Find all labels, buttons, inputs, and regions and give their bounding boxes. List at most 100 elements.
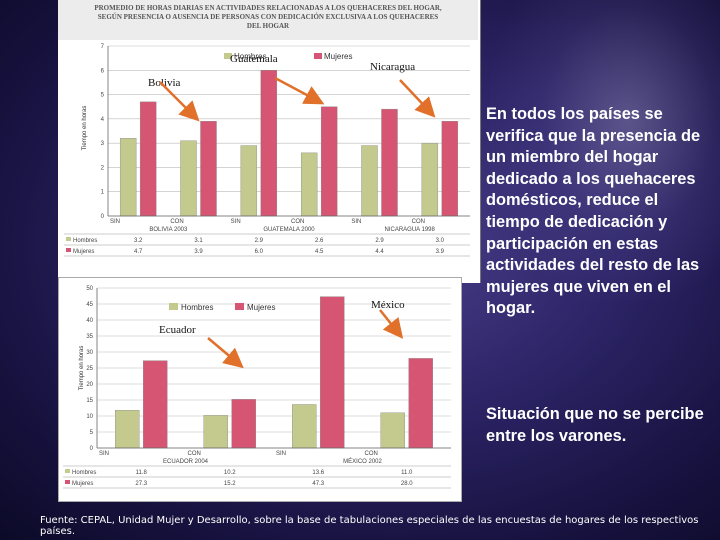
chart1-axis: 0 1 2 3 4 5 6 7 SIN CON SIN CON SIN CON BOLIVIA 2003 GU… (101, 44, 470, 233)
x-group-label: BOLIVIA 2003 (149, 227, 188, 233)
chart1-title-line-2: SEGÚN PRESENCIA O AUSENCIA DE PERSONAS C… (98, 13, 439, 21)
bar-hombres (180, 140, 197, 217)
table-cell: 3.0 (436, 238, 445, 244)
x-category-label: SIN (110, 219, 120, 225)
secondary-text: Situación que no se percibe entre los va… (486, 405, 704, 445)
main-text: En todos los países se verifica que la p… (486, 105, 701, 318)
legend2-hombres-swatch (169, 303, 178, 310)
background-figure (490, 0, 720, 300)
table-cell: 3.2 (134, 238, 143, 244)
x-category-label: CON (365, 451, 378, 457)
y-tick-label: 25 (86, 366, 93, 372)
legend-mujeres-label: Mujeres (324, 52, 352, 61)
table-cell: 4.7 (134, 249, 143, 255)
legend2-mujeres-swatch (235, 303, 244, 310)
legend2-hombres-label: Hombres (181, 303, 213, 312)
label-ecuador: Ecuador (159, 324, 196, 336)
label-bolivia: Bolivia (148, 77, 181, 89)
source-note: Fuente: CEPAL, Unidad Mujer y Desarrollo… (40, 515, 699, 537)
chart2-bars (115, 296, 433, 449)
x-group-label: MÉXICO 2002 (343, 458, 382, 465)
y-tick-label: 6 (101, 68, 105, 74)
y-tick-label: 45 (86, 302, 93, 308)
chart-panel-1: PROMEDIO DE HORAS DIARIAS EN ACTIVIDADES… (58, 0, 481, 283)
table-cell: 2.9 (255, 238, 264, 244)
chart1-title-line-3: DEL HOGAR (247, 22, 290, 30)
y-tick-label: 2 (101, 165, 105, 171)
table-cell: 11.0 (401, 470, 413, 476)
table-cell: 15.2 (224, 481, 236, 487)
legend-mujeres-swatch (314, 53, 322, 59)
y-tick-label: 3 (101, 141, 105, 147)
chart2-data-table: Hombres 11.8 10.2 13.6 11.0 Mujeres 27.3 15.2 47… (63, 465, 451, 489)
y-tick-label: 50 (86, 286, 93, 292)
table-cell: 4.4 (375, 249, 384, 255)
x-category-label: SIN (231, 219, 241, 225)
bar-hombres (119, 138, 137, 217)
bar-mujeres (320, 106, 338, 217)
x-category-label: CON (291, 219, 304, 225)
label-guatemala: Guatemala (230, 53, 278, 65)
bar-mujeres (441, 121, 459, 217)
y-tick-label: 0 (90, 446, 94, 452)
label-nicaragua: Nicaragua (370, 61, 415, 73)
chart1-title-line-1: PROMEDIO DE HORAS DIARIAS EN ACTIVIDADES… (94, 4, 442, 12)
chart2-ylabel: Tiempo en horas (79, 346, 85, 391)
legend2-mujeres-label: Mujeres (247, 303, 275, 312)
label-mexico: México (371, 299, 405, 311)
table-row-label: Mujeres (72, 481, 93, 487)
bar-mujeres (320, 296, 345, 449)
bar-hombres (203, 415, 228, 449)
chart1-title-band (58, 0, 478, 40)
table-row-swatch (66, 237, 71, 241)
table-cell: 27.3 (135, 481, 147, 487)
table-row-swatch (65, 469, 70, 473)
bar-hombres (361, 145, 378, 217)
y-tick-label: 35 (86, 334, 93, 340)
table-cell: 10.2 (224, 470, 236, 476)
table-row-label: Hombres (72, 470, 96, 476)
x-category-label: CON (170, 219, 183, 225)
bar-mujeres (139, 101, 157, 217)
x-group-label: GUATEMALA 2000 (263, 227, 315, 233)
bar-mujeres (143, 360, 168, 449)
table-row-label: Mujeres (73, 249, 94, 255)
bar-mujeres (381, 108, 398, 217)
y-tick-label: 7 (101, 44, 105, 50)
chart1-legend: Hombres Mujeres (224, 52, 352, 61)
y-tick-label: 10 (86, 414, 93, 420)
legend-hombres-swatch (224, 53, 232, 59)
y-tick-label: 30 (86, 350, 93, 356)
table-cell: 2.9 (375, 238, 384, 244)
chart1-ylabel: Tiempo en horas (82, 106, 88, 151)
y-tick-label: 40 (86, 318, 93, 324)
x-category-label: SIN (99, 451, 109, 457)
x-category-label: SIN (351, 219, 361, 225)
x-category-label: CON (188, 451, 201, 457)
bar-mujeres (408, 358, 433, 449)
table-cell: 4.5 (315, 249, 324, 255)
bar-mujeres (200, 121, 217, 217)
bar-mujeres (231, 399, 256, 449)
chart1-data-table: Hombres 3.2 3.1 2.9 2.6 2.9 3.0 Mujeres 4.7 3.9 6.… (64, 233, 470, 257)
table-cell: 3.9 (194, 249, 203, 255)
bar-hombres (421, 142, 439, 217)
y-tick-label: 5 (101, 93, 105, 99)
table-cell: 6.0 (255, 249, 264, 255)
chart1-grid (108, 45, 470, 217)
bar-hombres (292, 404, 317, 449)
y-tick-label: 4 (101, 117, 105, 123)
table-cell: 13.6 (312, 470, 324, 476)
x-category-label: SIN (276, 451, 286, 457)
bar-mujeres (260, 70, 278, 217)
table-row-label: Hombres (73, 238, 97, 244)
y-tick-label: 15 (86, 398, 93, 404)
bar-hombres (240, 145, 258, 217)
legend-hombres-label: Hombres (234, 52, 266, 61)
table-cell: 47.3 (312, 481, 324, 487)
x-group-label: NICARAGUA 1998 (384, 227, 435, 233)
table-cell: 28.0 (401, 481, 413, 487)
y-tick-label: 5 (90, 430, 94, 436)
table-cell: 3.9 (436, 249, 445, 255)
y-tick-label: 20 (86, 382, 93, 388)
